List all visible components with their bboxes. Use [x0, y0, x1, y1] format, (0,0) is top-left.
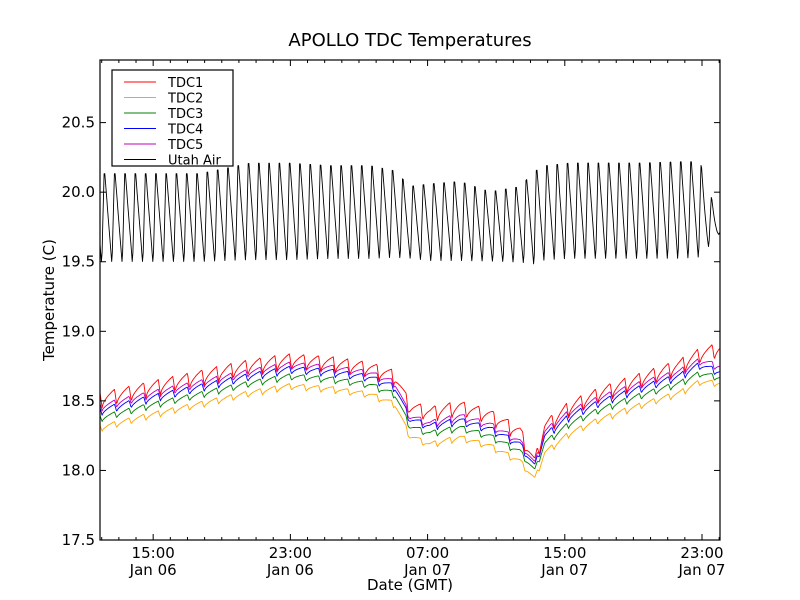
- y-tick-label: 17.5: [62, 531, 95, 549]
- legend-label: TDC1: [167, 76, 203, 91]
- chart-title: APOLLO TDC Temperatures: [288, 30, 531, 51]
- y-axis-label: Temperature (C): [40, 239, 58, 362]
- legend-label: TDC2: [167, 92, 203, 107]
- y-axis: 17.5 18.0 18.5 19.0 19.5 20.0 20.5: [62, 114, 720, 549]
- x-tick-label-time: 23:00: [269, 544, 312, 562]
- x-tick-label-date: Jan 06: [266, 561, 314, 579]
- x-tick-label-time: 15:00: [543, 544, 586, 562]
- x-tick-label-date: Jan 07: [403, 561, 451, 579]
- legend-label: TDC5: [167, 138, 203, 153]
- legend-label: Utah Air: [168, 154, 221, 169]
- y-tick-label: 20.0: [62, 183, 95, 201]
- legend-label: TDC4: [167, 123, 203, 138]
- x-tick-label-date: Jan 07: [540, 561, 588, 579]
- series-layer: [99, 161, 720, 478]
- x-axis-label: Date (GMT): [367, 576, 453, 594]
- legend-label: TDC3: [167, 107, 203, 122]
- legend-frame: [111, 69, 234, 167]
- series-line-utah-air: [99, 161, 720, 265]
- y-tick-label: 18.5: [62, 392, 95, 410]
- series-line-tdc4: [99, 362, 720, 465]
- x-tick-label-date: Jan 07: [677, 561, 725, 579]
- x-tick-label-date: Jan 06: [129, 561, 177, 579]
- y-tick-label: 20.5: [62, 114, 95, 132]
- y-tick-label: 18.0: [62, 461, 95, 479]
- series-line-tdc3: [99, 371, 720, 470]
- series-line-tdc2: [99, 379, 720, 478]
- x-tick-label-time: 07:00: [406, 544, 449, 562]
- y-tick-label: 19.0: [62, 322, 95, 340]
- series-line-tdc1: [99, 344, 720, 459]
- x-tick-label-time: 15:00: [132, 544, 175, 562]
- x-tick-label-time: 23:00: [680, 544, 723, 562]
- series-line-tdc5: [99, 358, 720, 462]
- y-tick-label: 19.5: [62, 253, 95, 271]
